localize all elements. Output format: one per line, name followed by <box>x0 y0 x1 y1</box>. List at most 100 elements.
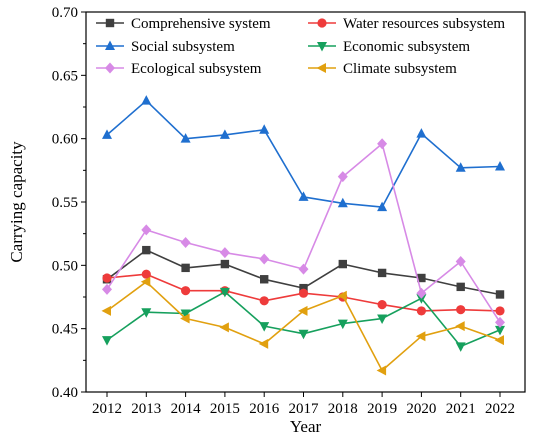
data-point <box>376 365 387 376</box>
data-point <box>180 237 191 249</box>
legend-marker <box>105 18 115 28</box>
legend-item: Social subsystem <box>96 39 235 55</box>
y-tick-label: 0.45 <box>52 322 78 338</box>
series-2 <box>102 269 505 316</box>
y-tick-label: 0.50 <box>52 258 78 274</box>
x-tick-label: 2016 <box>249 401 280 417</box>
data-point <box>495 306 505 316</box>
data-point <box>377 300 387 310</box>
data-point <box>299 283 308 293</box>
data-point <box>141 269 151 279</box>
series-line <box>106 99 501 208</box>
x-tick-label: 2013 <box>131 401 161 417</box>
y-tick-label: 0.60 <box>52 132 78 148</box>
data-point <box>415 331 426 342</box>
data-point <box>181 263 190 273</box>
data-point <box>494 335 504 346</box>
data-point <box>259 296 269 306</box>
data-point <box>456 282 465 292</box>
legend-item: Climate subsystem <box>308 61 457 77</box>
legend-label: Economic subsystem <box>343 39 470 55</box>
data-point <box>180 313 190 324</box>
y-tick-label: 0.40 <box>52 385 78 401</box>
data-point <box>455 342 466 352</box>
data-point <box>337 290 347 301</box>
data-point <box>338 259 347 269</box>
data-point <box>259 253 270 265</box>
data-point <box>416 128 427 138</box>
data-point <box>416 306 426 316</box>
y-axis-ticks: 0.40 0.45 0.50 0.55 0.60 0.65 0.70 <box>52 5 86 401</box>
data-point <box>377 201 388 212</box>
data-point <box>180 133 191 143</box>
x-tick-label: 2020 <box>406 401 436 417</box>
data-point <box>101 305 111 316</box>
data-point <box>298 305 308 316</box>
data-point <box>377 138 388 150</box>
y-tick-label: 0.55 <box>52 195 78 211</box>
x-tick-label: 2012 <box>92 401 122 417</box>
x-tick-label: 2014 <box>171 401 202 417</box>
legend-marker <box>316 63 326 73</box>
data-point <box>337 319 348 330</box>
series-5 <box>102 138 505 328</box>
data-point <box>141 308 152 318</box>
data-point <box>377 268 387 278</box>
data-point <box>455 256 466 268</box>
data-point <box>259 322 270 332</box>
legend-item: Water resources subsystem <box>308 16 505 32</box>
x-tick-label: 2015 <box>210 401 240 417</box>
data-point <box>337 171 348 183</box>
data-point <box>455 321 465 332</box>
series-3 <box>102 95 505 212</box>
legend: Comprehensive system Water resources subs… <box>96 16 505 77</box>
data-point <box>180 309 191 319</box>
data-point <box>219 247 230 259</box>
y-axis-label: Carrying capacity <box>7 141 26 263</box>
legend-item: Ecological subsystem <box>96 61 262 77</box>
legend-label: Climate subsystem <box>343 61 457 77</box>
data-point <box>416 287 427 299</box>
data-point <box>298 263 309 275</box>
data-point <box>258 338 269 349</box>
legend-marker <box>105 62 115 74</box>
x-axis-ticks: 2012 2013 2014 2015 2016 2017 2018 2019 2020 2021… <box>92 392 515 417</box>
data-point <box>259 124 270 134</box>
data-point <box>495 325 505 336</box>
x-tick-label: 2018 <box>328 401 358 417</box>
legend-item: Economic subsystem <box>308 39 470 55</box>
data-point <box>456 305 466 315</box>
data-point <box>495 161 505 171</box>
data-point <box>102 129 112 139</box>
legend-marker <box>317 42 327 52</box>
legend-marker <box>105 40 115 50</box>
data-point <box>416 294 427 304</box>
data-point <box>417 273 426 283</box>
data-point <box>260 275 269 284</box>
data-point <box>141 95 152 105</box>
x-tick-label: 2021 <box>446 401 476 417</box>
data-point <box>220 259 230 269</box>
legend-label: Comprehensive system <box>131 16 271 32</box>
data-point <box>298 329 309 340</box>
data-point <box>298 191 309 201</box>
legend-item: Comprehensive system <box>96 16 271 32</box>
data-point <box>181 286 191 296</box>
data-point <box>219 129 230 139</box>
x-tick-label: 2019 <box>367 401 397 417</box>
legend-marker <box>317 18 327 28</box>
data-point <box>102 283 112 295</box>
data-point <box>337 197 348 208</box>
data-point <box>102 336 112 346</box>
data-point <box>455 162 466 172</box>
legend-label: Water resources subsystem <box>343 16 505 32</box>
series-6 <box>101 276 504 376</box>
data-point <box>102 273 112 283</box>
legend-label: Ecological subsystem <box>131 61 262 77</box>
data-point <box>495 290 505 299</box>
y-tick-label: 0.65 <box>52 68 78 84</box>
x-tick-label: 2017 <box>289 401 320 417</box>
data-point <box>298 288 309 298</box>
data-point <box>141 224 152 236</box>
